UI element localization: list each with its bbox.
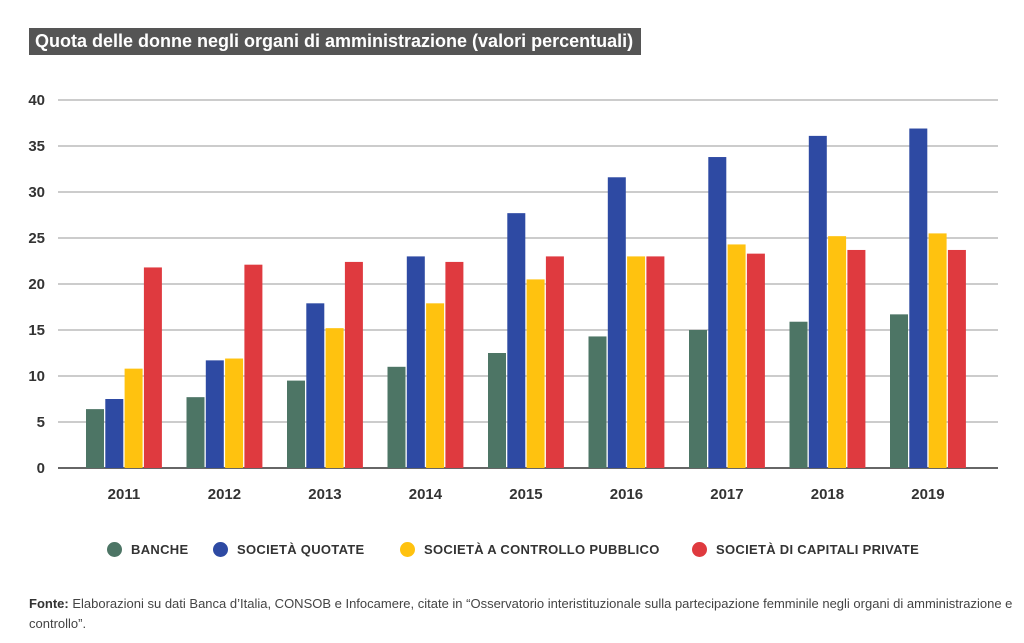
x-tick-label: 2011: [108, 486, 141, 503]
legend-dot: [400, 541, 415, 557]
legend-item-societa-quotate: SOCIETÀ QUOTATE: [213, 537, 365, 561]
bar: [225, 358, 244, 468]
source-label: Fonte:: [29, 596, 69, 611]
x-tick-label: 2013: [308, 486, 341, 503]
bar: [928, 233, 947, 468]
legend-label: BANCHE: [131, 541, 189, 557]
bar: [507, 213, 526, 468]
bar: [789, 321, 808, 468]
bar: [689, 330, 707, 468]
bar: [406, 256, 425, 468]
bar: [708, 157, 727, 469]
bar: [143, 267, 162, 468]
bar: [325, 328, 344, 468]
bar: [287, 380, 305, 468]
chart-title: Quota delle donne negli organi di ammini…: [29, 28, 642, 55]
bar: [828, 236, 847, 468]
y-tick-label: 10: [28, 368, 45, 385]
x-tick-label: 2014: [409, 486, 443, 503]
x-tick-label: 2019: [911, 486, 944, 503]
bar: [124, 368, 143, 468]
bar: [808, 135, 827, 468]
bar: [306, 303, 325, 468]
legend-dot: [213, 541, 228, 557]
bar: [244, 264, 263, 468]
bar: [607, 177, 626, 468]
y-tick-label: 30: [28, 184, 45, 201]
source-note: Fonte: Elaborazioni su dati Banca d’Ital…: [29, 594, 1019, 634]
legend-item-capitali-private: SOCIETÀ DI CAPITALI PRIVATE: [692, 537, 919, 561]
bar: [588, 336, 607, 468]
legend-dot: [692, 541, 707, 557]
y-tick-label: 40: [28, 92, 45, 109]
y-axis-ticks: 0 5 10 15 20 25 30 35 40: [28, 92, 45, 477]
bar: [727, 244, 746, 468]
bar: [86, 409, 104, 468]
legend: BANCHE SOCIETÀ QUOTATE SOCIETÀ A CONTROL…: [0, 537, 1024, 561]
source-text: Elaborazioni su dati Banca d’Italia, CON…: [29, 596, 1013, 631]
bar: [344, 261, 363, 468]
x-tick-label: 2018: [811, 486, 844, 503]
x-tick-label: 2016: [610, 486, 643, 503]
bars: [86, 128, 966, 469]
bar: [746, 253, 765, 468]
bar: [545, 256, 564, 468]
y-tick-label: 0: [37, 460, 45, 477]
bar: [646, 256, 665, 468]
bar: [909, 128, 928, 468]
legend-label: SOCIETÀ A CONTROLLO PUBBLICO: [424, 541, 660, 557]
bar: [947, 249, 966, 468]
y-tick-label: 20: [28, 276, 45, 293]
bar: [387, 366, 406, 468]
y-tick-label: 5: [37, 414, 45, 431]
y-tick-label: 25: [28, 230, 45, 247]
y-tick-label: 35: [28, 138, 45, 155]
bar: [526, 279, 545, 468]
legend-item-banche: BANCHE: [107, 537, 188, 561]
legend-item-controllo-pubblico: SOCIETÀ A CONTROLLO PUBBLICO: [400, 537, 660, 561]
bar: [847, 249, 866, 468]
bar: [426, 303, 445, 468]
bar: [445, 261, 464, 468]
x-tick-label: 2012: [208, 486, 241, 503]
bar: [205, 360, 224, 468]
x-tick-label: 2017: [710, 486, 743, 503]
bar: [186, 397, 205, 468]
bar: [890, 314, 908, 468]
bar: [105, 399, 124, 468]
legend-dot: [107, 541, 122, 557]
x-tick-label: 2015: [509, 486, 542, 503]
bar: [627, 256, 646, 468]
bar: [488, 353, 506, 468]
legend-label: SOCIETÀ DI CAPITALI PRIVATE: [716, 541, 920, 557]
legend-label: SOCIETÀ QUOTATE: [237, 541, 365, 557]
y-tick-label: 15: [28, 322, 45, 339]
x-axis-ticks: 2011 2012 2013 2014 2015 2016 2017 2018 2019: [108, 486, 945, 503]
